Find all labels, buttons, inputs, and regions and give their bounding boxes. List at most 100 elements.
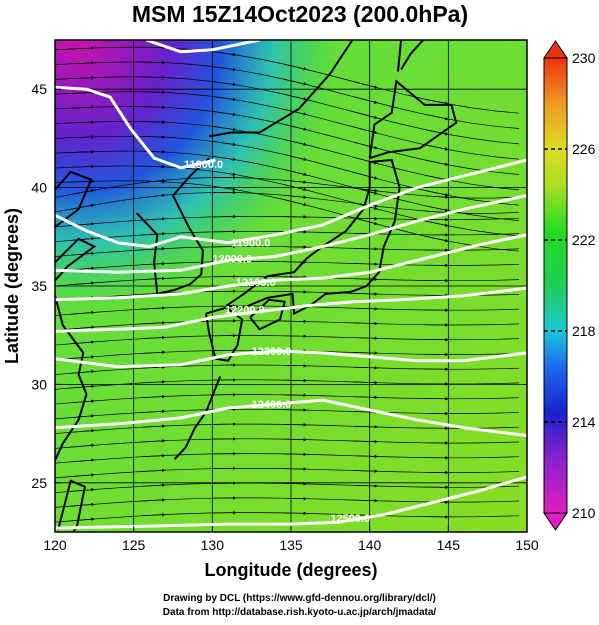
coastline xyxy=(55,170,93,228)
stream-arrow xyxy=(141,75,166,80)
stream-arrow xyxy=(283,78,308,86)
stream-arrow xyxy=(70,135,95,139)
colorbar-scale xyxy=(543,57,568,514)
stream-arrow xyxy=(212,155,237,162)
stream-arrow xyxy=(70,46,95,50)
stream-arrow xyxy=(353,247,378,251)
stream-arrow xyxy=(353,395,378,400)
stream-arrow xyxy=(70,399,95,404)
colorbar-tick-label: 230 xyxy=(572,50,596,66)
stream-arrow xyxy=(141,468,166,473)
stream-arrow xyxy=(212,125,237,132)
x-axis-ticks: 120 125 130 135 140 145 150 xyxy=(43,526,539,553)
coastline xyxy=(173,376,222,460)
stream-arrow xyxy=(283,123,308,131)
y-tick-label: 30 xyxy=(31,376,47,392)
stream-arrow xyxy=(353,111,378,119)
x-tick-label: 135 xyxy=(279,537,303,553)
x-tick-label: 145 xyxy=(437,537,461,553)
stream-arrow xyxy=(353,292,378,296)
stream-arrow xyxy=(70,90,95,95)
stream-arrow xyxy=(70,428,95,433)
stream-arrow xyxy=(141,135,166,139)
stream-arrow xyxy=(141,365,166,369)
stream-arrow xyxy=(353,307,378,311)
coastline xyxy=(136,157,210,296)
stream-arrow xyxy=(141,424,166,428)
stream-arrow xyxy=(353,380,378,385)
colorbar-tick-label: 218 xyxy=(572,323,596,339)
stream-arrow xyxy=(70,384,95,389)
y-axis-ticks: 25 30 35 40 45 xyxy=(31,81,61,491)
contour-line xyxy=(55,158,527,249)
stream-arrow xyxy=(283,437,308,442)
stream-arrow xyxy=(424,195,449,199)
stream-arrow xyxy=(141,276,166,281)
stream-arrow xyxy=(141,439,166,443)
stream-arrow xyxy=(212,96,237,102)
coastline xyxy=(400,40,424,71)
stream-arrow xyxy=(141,512,166,517)
contour-line xyxy=(145,40,260,54)
colorbar-tick-label: 226 xyxy=(572,141,596,157)
y-tick-label: 40 xyxy=(31,180,47,196)
stream-arrow xyxy=(141,246,166,251)
colorbar-tick-label: 210 xyxy=(572,505,596,521)
coastline xyxy=(205,306,244,362)
stream-arrow xyxy=(283,168,308,176)
stream-arrow xyxy=(141,179,166,184)
stream-arrow xyxy=(283,496,308,501)
stream-arrow xyxy=(424,205,449,212)
stream-arrow xyxy=(283,138,308,146)
contour-line xyxy=(55,85,216,170)
stream-arrow xyxy=(70,149,95,154)
coastline xyxy=(225,158,401,316)
stream-arrow xyxy=(141,217,166,221)
colorbar-top-arrow xyxy=(543,40,568,59)
contour-label: 11900.0 xyxy=(231,238,270,250)
x-tick-label: 140 xyxy=(358,537,382,553)
stream-arrow xyxy=(141,120,166,124)
stream-arrow xyxy=(353,469,378,473)
stream-arrow xyxy=(353,439,378,444)
stream-arrow xyxy=(70,340,95,345)
stream-arrow xyxy=(353,141,378,150)
contour-line xyxy=(55,398,527,438)
stream-arrow xyxy=(283,452,308,457)
stream-arrow xyxy=(283,467,308,471)
x-tick-label: 150 xyxy=(515,537,539,553)
stream-arrow xyxy=(353,187,378,195)
footer-credit-dcl: Drawing by DCL (https://www.gfd-dennou.o… xyxy=(163,593,436,604)
contour-label: 12100.0 xyxy=(236,277,276,289)
y-tick-label: 35 xyxy=(31,278,47,294)
plot-area: 11800.0 11900.0 12000.0 12100.0 12200.0 12300… xyxy=(55,40,527,532)
stream-arrow xyxy=(283,364,308,368)
stream-arrow xyxy=(141,409,166,414)
coastline xyxy=(368,79,458,160)
contour-label: 12400.0 xyxy=(252,399,292,411)
colorbar-ticks: 210 214 218 222 226 230 xyxy=(544,50,596,521)
stream-arrow xyxy=(70,473,95,477)
stream-arrow xyxy=(141,150,166,154)
colorbar: 210 214 218 222 226 230 xyxy=(543,40,596,531)
y-axis-label: Latitude (degrees) xyxy=(2,208,22,364)
stream-arrow xyxy=(141,394,166,399)
contour-label: 12300.0 xyxy=(252,346,292,358)
stream-arrow xyxy=(141,335,166,340)
stream-arrow xyxy=(353,216,378,221)
stream-arrow xyxy=(283,511,308,516)
stream-arrow xyxy=(283,393,308,398)
stream-arrow xyxy=(70,61,95,65)
x-tick-label: 125 xyxy=(122,537,146,553)
stream-arrow xyxy=(424,129,449,136)
colorbar-tick-label: 222 xyxy=(572,232,596,248)
stream-arrow xyxy=(212,51,237,57)
stream-arrow xyxy=(141,380,166,384)
coastline xyxy=(249,298,286,331)
stream-arrow xyxy=(283,199,308,207)
stream-arrow xyxy=(353,336,378,341)
stream-arrow xyxy=(70,325,95,330)
stream-arrow xyxy=(353,484,378,488)
stream-arrow xyxy=(283,153,308,161)
